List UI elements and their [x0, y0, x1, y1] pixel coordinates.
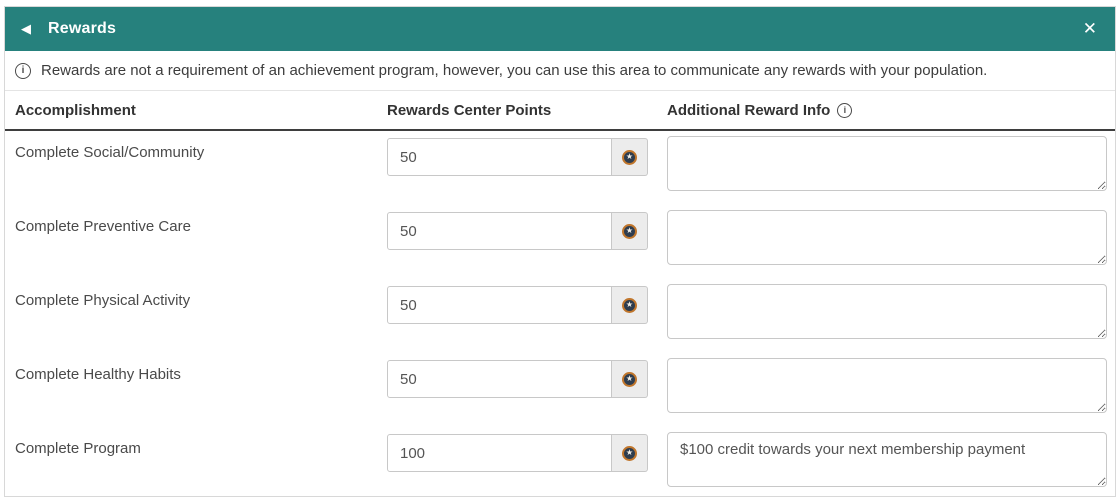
- close-icon: ✕: [1082, 19, 1097, 38]
- column-header-info: Additional Reward Info i: [667, 102, 1107, 119]
- coin-star-icon: ★: [622, 445, 637, 461]
- points-input-group: ★: [387, 138, 667, 176]
- accomplishment-label: Complete Preventive Care: [15, 218, 191, 235]
- additional-reward-info-textarea[interactable]: $100 credit towards your next membership…: [667, 432, 1107, 487]
- accomplishment-label: Complete Physical Activity: [15, 292, 191, 309]
- column-header-accomplishment: Accomplishment: [15, 101, 136, 119]
- coin-star-icon: ★: [622, 371, 637, 387]
- coin-star-icon: ★: [622, 223, 637, 239]
- close-button[interactable]: ✕: [1079, 7, 1101, 51]
- page-title: Rewards: [48, 20, 117, 37]
- points-input-group: ★: [387, 212, 667, 250]
- column-header-points: Rewards Center Points: [387, 101, 552, 119]
- points-input[interactable]: [387, 286, 612, 324]
- coin-star-icon: ★: [622, 297, 637, 313]
- points-input-group: ★: [387, 286, 667, 324]
- accomplishment-label: Complete Social/Community: [15, 144, 205, 161]
- points-addon: ★: [612, 138, 648, 176]
- rewards-panel: ◀ Rewards ✕ i Rewards are not a requirem…: [4, 6, 1116, 497]
- info-banner: i Rewards are not a requirement of an ac…: [5, 51, 1115, 91]
- points-addon: ★: [612, 434, 648, 472]
- points-input-group: ★: [387, 360, 667, 398]
- info-banner-text: Rewards are not a requirement of an achi…: [41, 62, 988, 79]
- additional-reward-info-textarea[interactable]: [667, 358, 1107, 413]
- column-header-row: Accomplishment Rewards Center Points Add…: [5, 91, 1115, 131]
- titlebar: ◀ Rewards ✕: [5, 7, 1115, 51]
- points-input[interactable]: [387, 212, 612, 250]
- table-row: Complete Healthy Habits ★: [5, 353, 1115, 427]
- coin-star-icon: ★: [622, 149, 637, 165]
- points-addon: ★: [612, 286, 648, 324]
- additional-reward-info-tooltip-icon[interactable]: i: [837, 102, 853, 118]
- table-row: Complete Program ★ $100 credit towards y…: [5, 427, 1115, 497]
- back-icon: ◀: [21, 21, 31, 36]
- table-row: Complete Physical Activity ★: [5, 279, 1115, 353]
- accomplishment-label: Complete Healthy Habits: [15, 366, 181, 383]
- additional-reward-info-textarea[interactable]: [667, 284, 1107, 339]
- info-icon: i: [15, 62, 31, 79]
- accomplishment-label: Complete Program: [15, 440, 141, 457]
- points-input[interactable]: [387, 360, 612, 398]
- additional-reward-info-textarea[interactable]: [667, 210, 1107, 265]
- points-input[interactable]: [387, 434, 612, 472]
- column-header-info-label: Additional Reward Info: [667, 101, 831, 119]
- points-input-group: ★: [387, 434, 667, 472]
- table-row: Complete Social/Community ★: [5, 131, 1115, 205]
- table-row: Complete Preventive Care ★: [5, 205, 1115, 279]
- back-button[interactable]: ◀: [21, 21, 31, 37]
- points-addon: ★: [612, 360, 648, 398]
- additional-reward-info-textarea[interactable]: [667, 136, 1107, 191]
- points-addon: ★: [612, 212, 648, 250]
- points-input[interactable]: [387, 138, 612, 176]
